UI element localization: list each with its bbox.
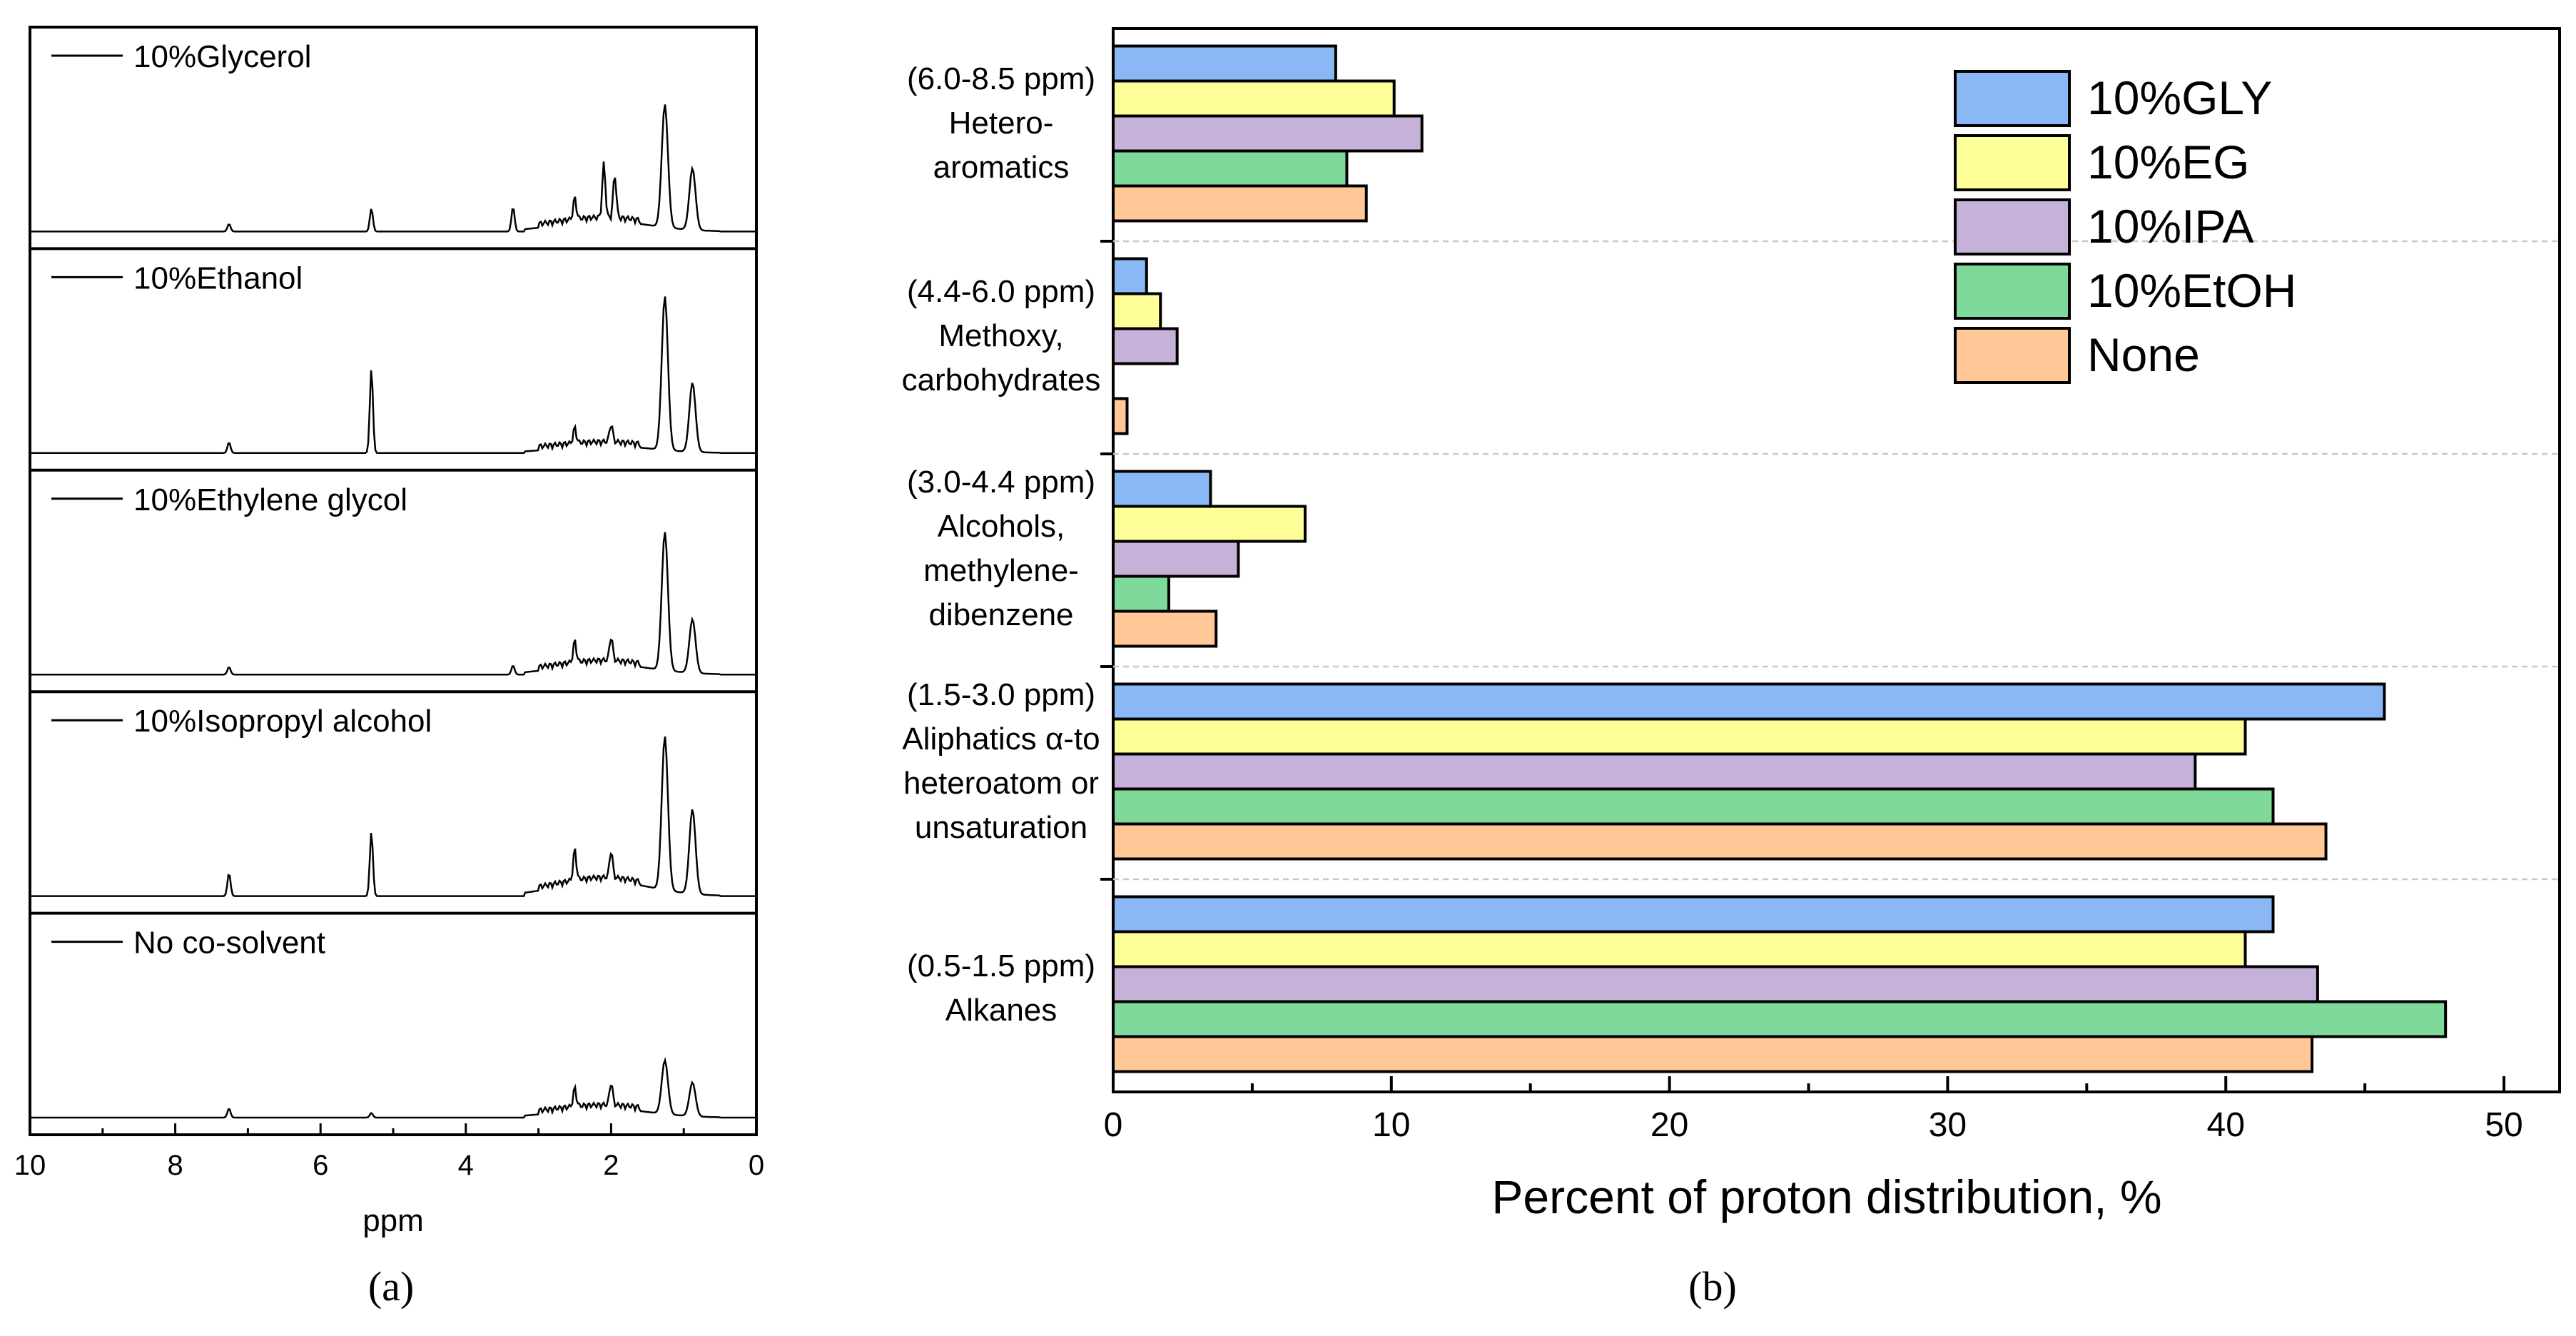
category-label-aliphatics: heteroatom or <box>903 766 1099 801</box>
spectra-x-axis-label: ppm <box>362 1203 424 1238</box>
category-label-methoxy: carbohydrates <box>902 363 1101 398</box>
bar-none-methoxy <box>1112 397 1129 435</box>
category-label-alcohols: dibenzene <box>928 597 1073 632</box>
bar-x-axis-label: Percent of proton distribution, % <box>1491 1170 2161 1223</box>
category-label-alcohols: methylene- <box>923 553 1079 588</box>
category-label-aliphatics: unsaturation <box>915 810 1087 845</box>
bar-none-alcohols <box>1112 609 1218 648</box>
spectra-x-tick-label: 8 <box>167 1150 183 1181</box>
legend-label-etoh: 10%EtOH <box>2087 264 2296 317</box>
spectrum-trace <box>31 104 755 233</box>
legend-swatch-none <box>1954 327 2071 384</box>
bar-eg-aliphatics <box>1112 717 2247 756</box>
bar-x-tick-label: 50 <box>2485 1106 2522 1144</box>
legend-swatch-ipa <box>1954 198 2071 255</box>
legend-swatch-eg <box>1954 134 2071 191</box>
spectra-x-tick-label: 0 <box>749 1150 764 1181</box>
legend-label-gly: 10%GLY <box>2087 71 2272 124</box>
legend-label-ipa: 10%IPA <box>2087 200 2254 253</box>
bar-gly-methoxy <box>1112 257 1148 295</box>
spectrum-trace <box>31 1057 755 1119</box>
bar-ipa-methoxy <box>1112 327 1179 365</box>
spectrum-legend-label: 10%Isopropyl alcohol <box>133 704 432 739</box>
category-label-alkanes: Alkanes <box>945 993 1058 1028</box>
spectrum-trace <box>31 736 755 897</box>
bar-x-tick-label: 30 <box>1929 1106 1967 1144</box>
category-label-alkanes: (0.5-1.5 ppm) <box>907 948 1095 983</box>
category-label-hetero: Hetero- <box>949 106 1054 141</box>
bar-x-tick-label: 40 <box>2207 1106 2245 1144</box>
caption-a: (a) <box>368 1263 414 1310</box>
bar-gly-alkanes <box>1112 895 2275 933</box>
bar-etoh-aliphatics <box>1112 787 2275 826</box>
legend-label-eg: 10%EG <box>2087 136 2249 188</box>
bar-eg-methoxy <box>1112 292 1162 330</box>
category-label-hetero: aromatics <box>933 150 1070 185</box>
category-label-aliphatics: Aliphatics α-to <box>902 722 1100 756</box>
category-label-alcohols: (3.0-4.4 ppm) <box>907 465 1095 500</box>
bar-none-alkanes <box>1112 1035 2314 1073</box>
category-label-aliphatics: (1.5-3.0 ppm) <box>907 677 1095 712</box>
spectrum-legend-label: 10%Glycerol <box>133 39 311 74</box>
bar-gly-hetero <box>1112 44 1337 83</box>
bar-ipa-hetero <box>1112 114 1424 153</box>
bar-gly-aliphatics <box>1112 682 2386 721</box>
bar-eg-alkanes <box>1112 930 2247 968</box>
spectrum-legend-label: 10%Ethanol <box>133 260 303 295</box>
legend-label-none: None <box>2087 328 2200 381</box>
bar-eg-hetero <box>1112 79 1396 118</box>
caption-b: (b) <box>1688 1263 1737 1310</box>
bar-etoh-alkanes <box>1112 1000 2448 1038</box>
bar-x-tick-label: 20 <box>1650 1106 1688 1144</box>
bar-ipa-alcohols <box>1112 540 1240 578</box>
bar-gly-alcohols <box>1112 470 1212 508</box>
spectra-x-tick-label: 10 <box>14 1150 46 1181</box>
spectrum-legend-label: 10%Ethylene glycol <box>133 482 407 517</box>
bar-eg-alcohols <box>1112 505 1307 543</box>
bar-ipa-aliphatics <box>1112 752 2197 791</box>
spectrum-legend-label: No co-solvent <box>133 926 325 961</box>
bar-none-hetero <box>1112 184 1368 223</box>
spectra-frame <box>29 26 758 1136</box>
spectra-x-tick-label: 6 <box>313 1150 328 1181</box>
spectrum-trace <box>31 296 755 455</box>
category-label-hetero: (6.0-8.5 ppm) <box>907 61 1095 96</box>
spectrum-trace <box>31 532 755 676</box>
spectra-x-tick-label: 4 <box>458 1150 474 1181</box>
legend-swatch-gly <box>1954 70 2071 127</box>
bar-x-tick-label: 10 <box>1372 1106 1410 1144</box>
legend-swatch-etoh <box>1954 263 2071 320</box>
spectra-x-tick-label: 2 <box>603 1150 619 1181</box>
panel-b-bar-chart: (6.0-8.5 ppm) Hetero-aromatics (4.4-6.0 pp… <box>902 27 2561 1223</box>
panel-a-spectra: 10%Glycerol 10%Ethanol 10%Ethylene glycol 1… <box>14 26 764 1238</box>
bar-none-aliphatics <box>1112 822 2328 861</box>
category-label-alcohols: Alcohols, <box>938 509 1065 544</box>
category-label-methoxy: Methoxy, <box>938 318 1063 353</box>
bar-ipa-alkanes <box>1112 965 2319 1003</box>
category-label-methoxy: (4.4-6.0 ppm) <box>907 274 1095 309</box>
bar-etoh-hetero <box>1112 149 1349 188</box>
bar-etoh-alcohols <box>1112 575 1170 613</box>
bar-x-tick-label: 0 <box>1104 1106 1123 1144</box>
